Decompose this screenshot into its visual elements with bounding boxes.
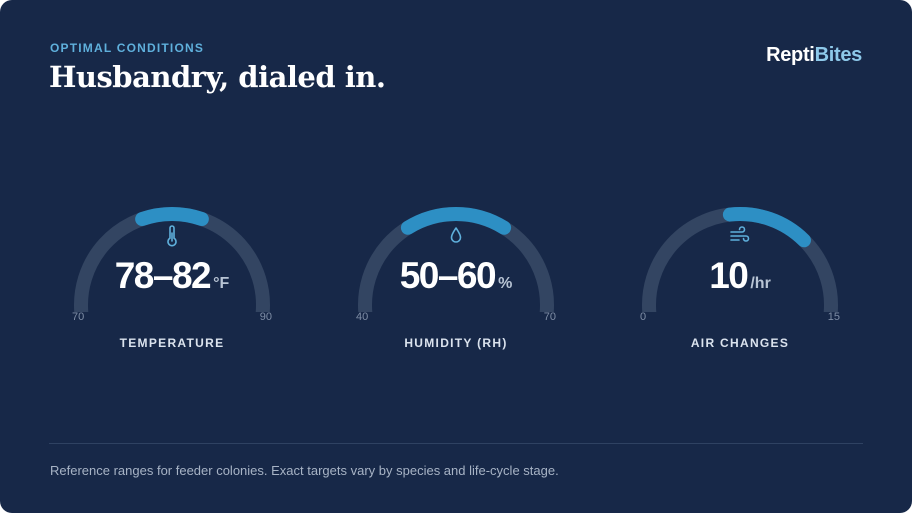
thermometer-icon (167, 225, 177, 247)
gauge-label: HUMIDITY (RH) (404, 336, 508, 350)
gauge-arc (74, 207, 270, 312)
air-changes-gauge: 10/hr 0 15 AIR CHANGES (640, 200, 840, 360)
page-title: Husbandry, dialed in. (49, 60, 386, 94)
gauge-range-fill (400, 207, 512, 235)
gauge-max-label: 70 (543, 311, 556, 323)
gauge-value-unit: °F (213, 275, 230, 292)
gauge-value-number: 10 (709, 255, 749, 296)
gauge-arc (642, 207, 838, 312)
section-eyebrow: OPTIMAL CONDITIONS (50, 41, 205, 55)
gauge-range-fill (722, 207, 811, 248)
gauge-min-label: 70 (72, 311, 85, 323)
gauge-value: 10/hr (640, 255, 840, 297)
temperature-gauge: 78–82 °F 70 90 TEMPERATURE (72, 200, 272, 360)
logo-text-bites: Bites (814, 44, 863, 66)
humidity-gauge: 50–60% 40 70 HUMIDITY (RH) (356, 200, 556, 360)
water-drop-icon (450, 227, 462, 243)
footnote: Reference ranges for feeder colonies. Ex… (50, 463, 559, 478)
gauge-value-number: 78–82 (114, 255, 212, 296)
gauge-min-label: 40 (356, 311, 369, 323)
gauge-value-unit: % (498, 275, 513, 292)
gauge-label: AIR CHANGES (690, 336, 790, 350)
gauge-max-label: 90 (259, 311, 272, 323)
gauge-value-number: 50–60 (399, 255, 497, 296)
footer-divider (49, 443, 863, 444)
wind-icon (730, 226, 750, 242)
gauge-label: TEMPERATURE (119, 336, 225, 350)
gauge-range-fill (135, 207, 209, 227)
gauge-min-label: 0 (640, 311, 647, 323)
gauge-max-label: 15 (827, 311, 840, 323)
gauge-value: 50–60% (356, 255, 556, 297)
logo-text-repti: Repti (766, 44, 815, 66)
gauge-arc (358, 207, 554, 312)
gauge-value-unit: /hr (750, 275, 771, 292)
brand-logo: ReptiBites (766, 44, 862, 67)
gauge-value: 78–82 °F (72, 255, 272, 297)
